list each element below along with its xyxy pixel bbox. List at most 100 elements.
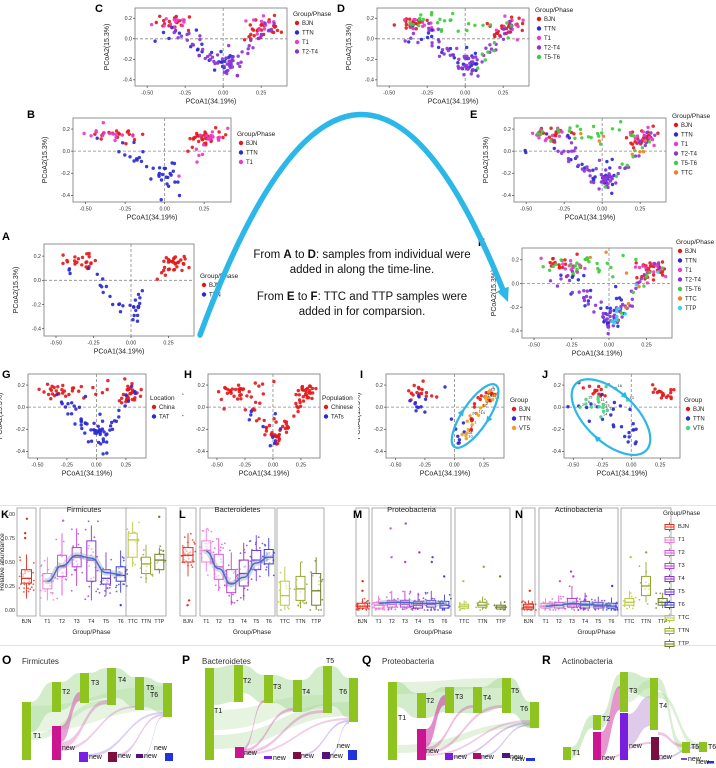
svg-text:5: 5 — [492, 385, 495, 390]
panel-Q-sankey: Q Proteobacteria T1 T2 T3 T4 T5 T6 new new new new n… — [360, 650, 540, 768]
boxplot-legend-item: TTP — [663, 637, 716, 650]
svg-text:0.25: 0.25 — [163, 341, 173, 347]
svg-text:T1: T1 — [302, 40, 310, 46]
svg-text:A: A — [2, 231, 10, 243]
svg-text:D: D — [337, 3, 345, 15]
svg-text:TTC: TTC — [685, 297, 697, 303]
svg-text:new: new — [118, 753, 132, 760]
svg-text:H: H — [184, 369, 192, 381]
svg-text:-0.25: -0.25 — [421, 91, 433, 97]
svg-text:5: 5 — [608, 381, 611, 386]
svg-text:BJN: BJN — [681, 123, 692, 129]
svg-text:PCoA1(34.19%): PCoA1(34.19%) — [127, 215, 178, 222]
svg-text:10: 10 — [468, 433, 473, 438]
svg-text:0.25: 0.25 — [199, 207, 209, 213]
svg-text:T5: T5 — [691, 744, 699, 751]
svg-text:T3: T3 — [228, 619, 234, 625]
svg-text:0.50: 0.50 — [5, 560, 15, 566]
svg-text:TTC: TTC — [280, 619, 290, 625]
svg-text:Chinese: Chinese — [331, 405, 354, 411]
svg-text:0.2: 0.2 — [18, 383, 25, 389]
svg-text:T2: T2 — [389, 619, 395, 625]
svg-text:-0.50: -0.50 — [528, 343, 540, 349]
svg-text:T4: T4 — [582, 619, 588, 625]
svg-text:new: new — [602, 755, 616, 762]
boxplot-legend-item: T4 — [663, 572, 716, 585]
svg-text:-0.4: -0.4 — [16, 449, 25, 455]
svg-text:16: 16 — [469, 428, 474, 433]
svg-text:PCoA1(34.19%): PCoA1(34.19%) — [62, 471, 113, 478]
svg-text:new: new — [273, 755, 287, 762]
svg-text:0.0: 0.0 — [34, 278, 41, 284]
boxplot-glyph-icon — [664, 574, 675, 583]
svg-text:14: 14 — [603, 412, 608, 417]
svg-text:TTP: TTP — [154, 619, 164, 625]
boxplot-glyph-icon — [664, 561, 675, 570]
svg-text:13: 13 — [491, 387, 496, 392]
svg-text:T5-T6: T5-T6 — [685, 287, 702, 293]
svg-text:TTC: TTC — [681, 171, 693, 177]
boxplot-glyph-icon — [664, 613, 675, 622]
svg-text:new: new — [330, 753, 344, 760]
svg-text:3: 3 — [486, 400, 489, 405]
panel-I-pcoa-scatter: I -0.50 -0.25 0.00 0.25 -0.4 -0.2 0.0 0.2 PCoA1(3… — [358, 366, 540, 490]
svg-text:-0.25: -0.25 — [596, 463, 608, 469]
panel-K-boxplot: K Firmicutes 0.00 0.25 0.50 0.75 1.00 Relative … — [0, 500, 178, 648]
svg-text:1: 1 — [474, 420, 477, 425]
panel-C-pcoa-scatter: C -0.50 -0.25 0.00 0.25 -0.4 -0.2 0.0 0.2 PCoA1(3… — [93, 0, 335, 113]
boxplot-glyph-icon — [664, 626, 675, 635]
svg-text:new: new — [154, 745, 168, 752]
svg-text:new: new — [62, 745, 76, 752]
svg-text:18: 18 — [468, 430, 473, 435]
svg-text:-0.50: -0.50 — [520, 207, 532, 213]
panel-N-boxplot: N Actinobacteria BJN T1 T2 T3 T4 T5 T6 TTC TTN TTP G… — [514, 500, 674, 648]
svg-text:20: 20 — [472, 411, 477, 416]
svg-text:BJN: BJN — [209, 283, 220, 289]
panel-O-sankey: O Firmicutes T1 T2 T3 T4 T5 T6 new new new new new — [0, 650, 180, 768]
svg-text:-0.50: -0.50 — [31, 463, 43, 469]
svg-text:J: J — [542, 369, 548, 381]
svg-text:T6: T6 — [150, 692, 158, 699]
svg-text:T5: T5 — [146, 685, 154, 692]
svg-text:-0.2: -0.2 — [374, 427, 383, 433]
panel-M-canvas: M Proteobacteria BJN T1 T2 T3 T4 T5 T6 TTC TTN TTP G… — [353, 505, 511, 636]
svg-text:-0.50: -0.50 — [50, 341, 62, 347]
svg-text:Group/Phase: Group/Phase — [72, 629, 111, 636]
svg-text:TTC: TTC — [624, 619, 634, 625]
boxplot-legend-item: T5 — [663, 585, 716, 598]
svg-text:-0.25: -0.25 — [61, 463, 73, 469]
svg-text:T2: T2 — [602, 716, 610, 723]
svg-text:T1: T1 — [572, 750, 580, 757]
svg-text:-0.50: -0.50 — [211, 463, 223, 469]
svg-text:T6: T6 — [708, 744, 716, 751]
svg-text:T1: T1 — [44, 619, 50, 625]
svg-text:0.25: 0.25 — [641, 343, 651, 349]
svg-text:T6: T6 — [118, 619, 124, 625]
svg-text:T5: T5 — [511, 688, 519, 695]
svg-text:N: N — [515, 509, 523, 521]
svg-text:BJN: BJN — [246, 141, 257, 147]
svg-text:BJN: BJN — [544, 17, 555, 23]
svg-text:-0.50: -0.50 — [383, 91, 395, 97]
svg-text:Group/Phase: Group/Phase — [233, 629, 272, 636]
svg-text:new: new — [696, 759, 710, 766]
panel-I-canvas: I -0.50 -0.25 0.00 0.25 -0.4 -0.2 0.0 0.2 PCoA1(3… — [358, 369, 531, 478]
panel-F-canvas: F -0.50 -0.25 0.00 0.25 -0.4 -0.2 0.0 0.2 PCoA1(3… — [478, 237, 715, 358]
panel-D-canvas: D -0.50 -0.25 0.00 0.25 -0.4 -0.2 0.0 0.2 PCoA1(3… — [337, 3, 574, 106]
svg-text:Firmicutes: Firmicutes — [22, 657, 59, 666]
svg-text:T1: T1 — [544, 36, 552, 42]
svg-text:PCoA2(15.3%): PCoA2(15.3%) — [483, 137, 490, 184]
svg-text:BJN: BJN — [302, 21, 313, 27]
svg-text:-0.2: -0.2 — [552, 427, 561, 433]
svg-text:TTC: TTC — [128, 619, 138, 625]
svg-text:Group/Phase: Group/Phase — [293, 11, 332, 18]
svg-text:new: new — [510, 754, 524, 761]
svg-text:T4: T4 — [659, 703, 667, 710]
svg-text:PCoA2(15.3%): PCoA2(15.3%) — [104, 24, 111, 71]
panel-N-canvas: N Actinobacteria BJN T1 T2 T3 T4 T5 T6 TTC TTN TTP G… — [515, 505, 672, 636]
panel-G-canvas: G -0.50 -0.25 0.00 0.25 -0.4 -0.2 0.0 0.2 PCoA1(3… — [0, 369, 175, 478]
svg-text:4: 4 — [605, 399, 608, 404]
svg-text:TTP: TTP — [311, 619, 321, 625]
row-separator-top — [0, 505, 716, 506]
svg-text:T6: T6 — [520, 706, 528, 713]
